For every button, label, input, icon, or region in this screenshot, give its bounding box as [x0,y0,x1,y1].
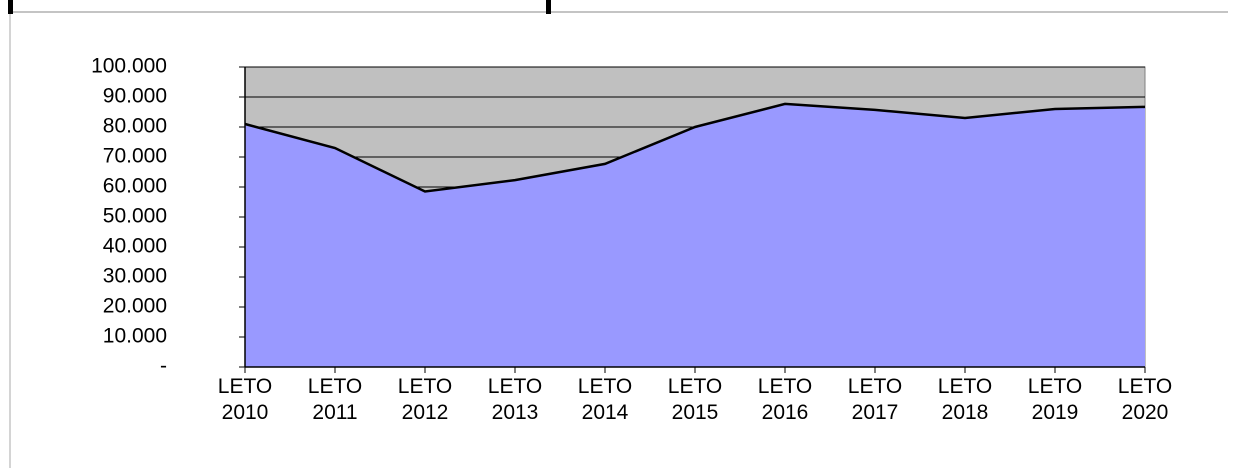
area [245,103,1145,368]
y-tick-label: 70.000 [103,145,167,168]
x-tick-label: LETO 2020 [1117,375,1173,424]
x-tick-label: LETO 2017 [847,375,903,424]
x-tick-label: LETO 2014 [577,375,633,424]
x-tick-label: LETO 2011 [307,375,363,424]
area-line [244,102,1146,193]
y-tick-label: 100.000 [91,55,167,78]
y-tick-label: 10.000 [103,325,167,348]
y-tick-label: - [160,355,167,378]
y-tick-label: 40.000 [103,235,167,258]
y-tick-label: 90.000 [103,85,167,108]
x-tick-label: LETO 2012 [397,375,453,424]
y-tick-label: 50.000 [103,205,167,228]
x-tick-label: LETO 2015 [667,375,723,424]
x-tick-label: LETO 2016 [757,375,813,424]
y-tick-label: 60.000 [103,175,167,198]
x-tick-label: LETO 2013 [487,375,543,424]
y-tick-label: 80.000 [103,115,167,138]
frame-handle [546,0,551,14]
x-tick-label: LETO 2010 [217,375,273,424]
y-tick-label: 30.000 [103,265,167,288]
y-tick-label: 20.000 [103,295,167,318]
x-tick-label: LETO 2018 [937,375,993,424]
frame-handle [8,0,13,14]
x-tick-label: LETO 2019 [1027,375,1083,424]
